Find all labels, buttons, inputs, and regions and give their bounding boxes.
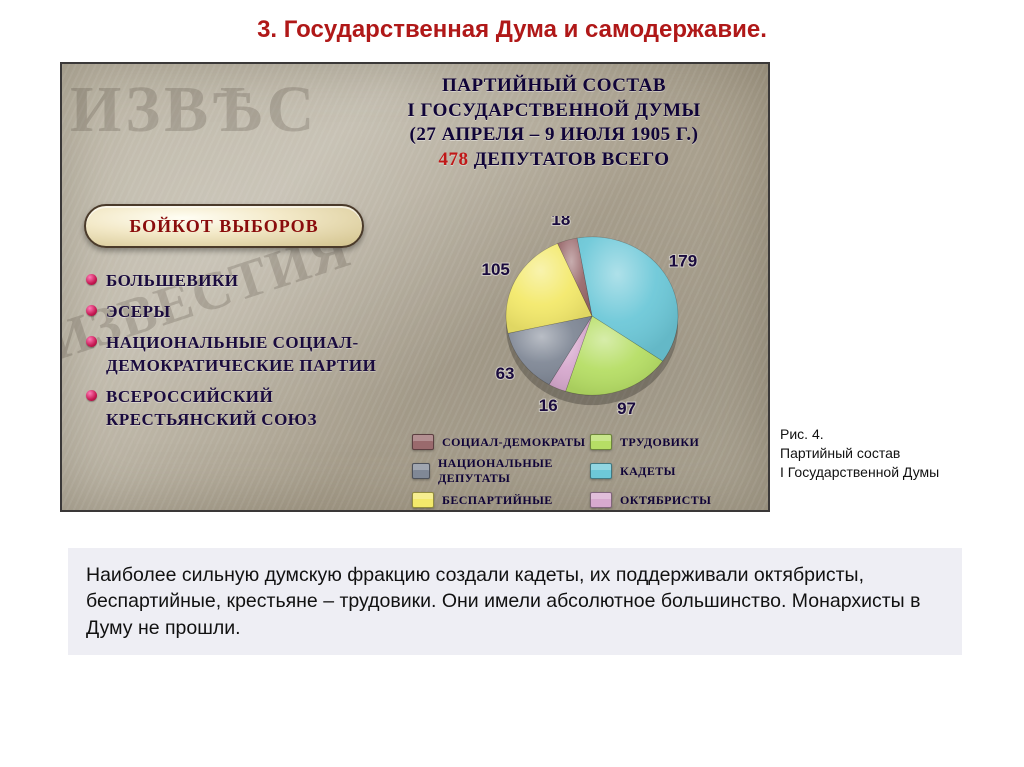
- legend-item: НАЦИОНАЛЬНЫЕ ДЕПУТАТЫ: [412, 456, 590, 486]
- pie-legend: СОЦИАЛ-ДЕМОКРАТЫ ТРУДОВИКИ НАЦИОНАЛЬНЫЕ ДЕ…: [412, 434, 750, 508]
- legend-swatch: [412, 463, 430, 479]
- chart-header-total: 478 ДЕПУТАТОВ ВСЕГО: [354, 148, 754, 173]
- pie-value-label: 18: [551, 216, 570, 229]
- pie-value-label: 105: [482, 260, 510, 279]
- legend-swatch: [412, 492, 434, 508]
- figure-caption: Рис. 4. Партийный составI Государственно…: [780, 425, 960, 512]
- legend-swatch: [590, 492, 612, 508]
- summary-box: Наиболее сильную думскую фракцию создали…: [68, 548, 962, 655]
- chart-header-line: (27 АПРЕЛЯ – 9 ИЮЛЯ 1905 Г.): [354, 123, 754, 148]
- legend-label: НАЦИОНАЛЬНЫЕ ДЕПУТАТЫ: [438, 456, 590, 486]
- boycott-item: НАЦИОНАЛЬНЫЕ СОЦИАЛ-ДЕМОКРАТИЧЕСКИЕ ПАРТ…: [86, 332, 396, 378]
- legend-item: ОКТЯБРИСТЫ: [590, 492, 750, 508]
- legend-label: БЕСПАРТИЙНЫЕ: [442, 493, 553, 508]
- legend-label: СОЦИАЛ-ДЕМОКРАТЫ: [442, 435, 586, 450]
- pie-value-label: 16: [539, 396, 558, 415]
- boycott-badge: БОЙКОТ ВЫБОРОВ: [84, 204, 364, 248]
- total-text: ДЕПУТАТОВ ВСЕГО: [468, 149, 669, 170]
- legend-item: БЕСПАРТИЙНЫЕ: [412, 492, 590, 508]
- pie-value-label: 97: [617, 399, 636, 418]
- legend-label: ТРУДОВИКИ: [620, 435, 699, 450]
- chart-header-line: I ГОСУДАРСТВЕННОЙ ДУМЫ: [354, 99, 754, 124]
- legend-label: КАДЕТЫ: [620, 464, 676, 479]
- pie-value-label: 63: [496, 364, 515, 383]
- legend-label: ОКТЯБРИСТЫ: [620, 493, 711, 508]
- chart-header-line: ПАРТИЙНЫЙ СОСТАВ: [354, 74, 754, 99]
- info-panel: ИЗВѢС ИЗВЕСТИЯ ПАРТИЙНЫЙ СОСТАВ I ГОСУДА…: [60, 62, 770, 512]
- pie-value-label: 179: [669, 251, 697, 270]
- chart-header: ПАРТИЙНЫЙ СОСТАВ I ГОСУДАРСТВЕННОЙ ДУМЫ …: [354, 74, 754, 173]
- ghost-text-big: ИЗВѢС: [70, 72, 318, 148]
- content-row: ИЗВѢС ИЗВЕСТИЯ ПАРТИЙНЫЙ СОСТАВ I ГОСУДА…: [0, 52, 1024, 512]
- total-number: 478: [438, 149, 468, 170]
- slide-title: 3. Государственная Дума и самодержавие.: [0, 0, 1024, 52]
- legend-item: ТРУДОВИКИ: [590, 434, 750, 450]
- legend-swatch: [412, 434, 434, 450]
- boycott-item: БОЛЬШЕВИКИ: [86, 270, 396, 293]
- legend-item: КАДЕТЫ: [590, 456, 750, 486]
- legend-swatch: [590, 463, 612, 479]
- boycott-item: ВСЕРОССИЙСКИЙ КРЕСТЬЯНСКИЙ СОЮЗ: [86, 386, 396, 432]
- boycott-list: БОЛЬШЕВИКИ ЭСЕРЫ НАЦИОНАЛЬНЫЕ СОЦИАЛ-ДЕМОК…: [86, 270, 396, 440]
- pie-chart: 179 97 16 63 105 18: [442, 216, 742, 426]
- boycott-item: ЭСЕРЫ: [86, 301, 396, 324]
- legend-item: СОЦИАЛ-ДЕМОКРАТЫ: [412, 434, 590, 450]
- legend-swatch: [590, 434, 612, 450]
